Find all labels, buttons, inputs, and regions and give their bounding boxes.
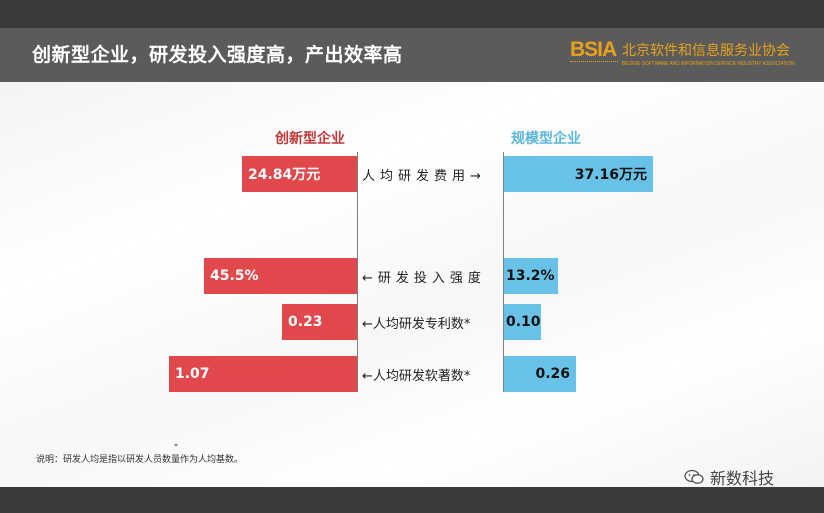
page-title: 创新型企业，研发投入强度高，产出效率高 [32,44,403,66]
bar-scale-label: 0.10 [506,314,541,330]
watermark-text: 新数科技 [710,469,775,488]
category-label: ←研发投入强度 [362,270,486,286]
bar-innovative-label: 0.23 [288,314,323,330]
bar-scale-0: 37.16万元 [504,156,653,192]
bar-scale-1: 13.2% [504,258,558,294]
bar-innovative-3: 1.07 [169,356,357,392]
bar-innovative-label: 45.5% [210,268,259,284]
legend-innovative: 创新型企业 [275,131,345,147]
left-axis-line [357,152,358,392]
bsia-logo: BSIA 北京软件和信息服务业协会 BEIJING SOFTWARE AND I… [570,36,820,76]
panel-background [0,82,824,487]
footnote-mark: * [174,442,178,451]
logo-chinese-name: 北京软件和信息服务业协会 [622,43,790,59]
chart-note: 说明：研发人均是指以研发人员数量作为人均基数。 [36,455,244,465]
bar-innovative-2: 0.23 [282,304,357,340]
category-label: ←人均研发软著数* [362,368,471,384]
bar-scale-label: 37.16万元 [574,167,647,183]
wechat-icon [684,469,704,485]
bar-innovative-1: 45.5% [204,258,357,294]
bar-innovative-0: 24.84万元 [242,156,357,192]
right-axis-line [503,152,504,392]
bar-scale-2: 0.10 [504,304,541,340]
category-label: 人均研发费用→ [362,168,486,184]
logo-underline [570,61,618,65]
legend-scale: 规模型企业 [511,131,581,147]
chart-panel: 创新型企业 规模型企业 24.84万元 人均研发费用→ 37.16万元 45.5% ←研… [0,82,824,489]
logo-mark: BSIA [570,38,617,61]
bar-scale-label: 13.2% [506,268,555,284]
bar-scale-label: 0.26 [535,366,570,382]
watermark: 新数科技 [684,465,774,489]
logo-english-name: BEIJING SOFTWARE AND INFORMATION SERVICE… [622,61,795,67]
bar-scale-3: 0.26 [504,356,576,392]
bar-innovative-label: 24.84万元 [248,167,321,183]
bar-innovative-label: 1.07 [175,366,210,382]
header-bar: 创新型企业，研发投入强度高，产出效率高 BSIA 北京软件和信息服务业协会 BE… [0,28,824,82]
category-label: ←人均研发专利数* [362,316,471,332]
